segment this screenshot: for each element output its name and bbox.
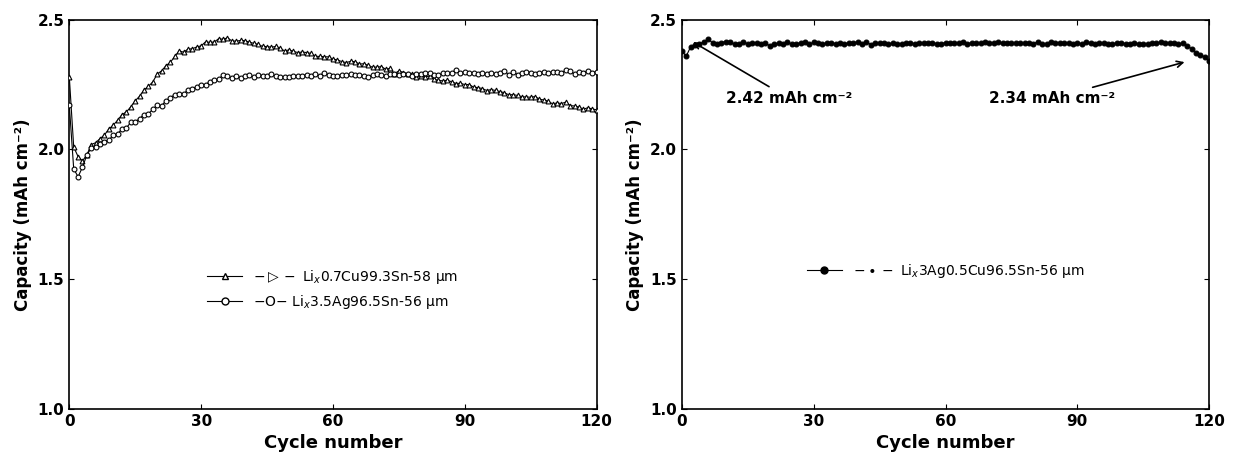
- Y-axis label: Capacity (mAh cm⁻²): Capacity (mAh cm⁻²): [627, 118, 644, 310]
- X-axis label: Cycle number: Cycle number: [264, 434, 403, 452]
- Text: 2.42 mAh cm⁻²: 2.42 mAh cm⁻²: [695, 43, 852, 106]
- Legend: $-\bullet-$ Li$_x$3Ag0.5Cu96.5Sn-56 μm: $-\bullet-$ Li$_x$3Ag0.5Cu96.5Sn-56 μm: [802, 256, 1089, 285]
- Y-axis label: Capacity (mAh cm⁻²): Capacity (mAh cm⁻²): [14, 118, 32, 310]
- Legend: $-\triangleright-$ Li$_x$0.7Cu99.3Sn-58 μm, $-$O$-$ Li$_x$3.5Ag96.5Sn-56 μm: $-\triangleright-$ Li$_x$0.7Cu99.3Sn-58 …: [202, 262, 465, 316]
- X-axis label: Cycle number: Cycle number: [876, 434, 1015, 452]
- Text: 2.34 mAh cm⁻²: 2.34 mAh cm⁻²: [990, 61, 1183, 106]
